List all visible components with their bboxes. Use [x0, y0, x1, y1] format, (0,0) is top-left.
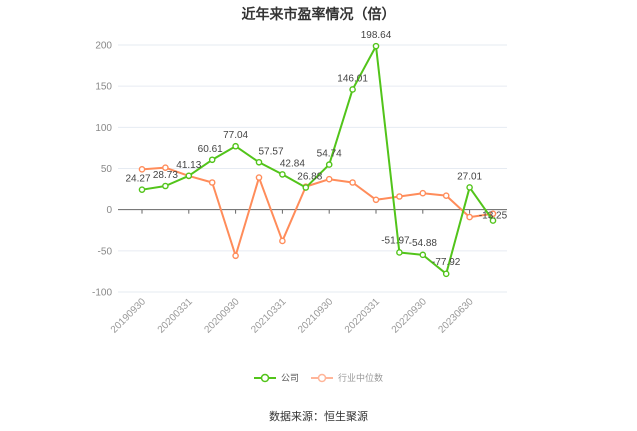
data-point[interactable] — [162, 164, 169, 171]
data-point[interactable] — [208, 156, 216, 164]
data-label: 41.13 — [176, 160, 201, 171]
data-point[interactable] — [466, 213, 473, 221]
legend-line-circle-icon — [311, 373, 333, 382]
data-point[interactable] — [442, 270, 450, 278]
data-point[interactable] — [232, 142, 239, 150]
data-point[interactable] — [442, 192, 450, 199]
data-point[interactable] — [419, 189, 427, 197]
data-point[interactable] — [162, 182, 169, 190]
x-tick-label: 20210930 — [296, 296, 336, 336]
y-tick-label: 0 — [106, 205, 112, 216]
x-tick-label: 20230630 — [436, 296, 476, 336]
data-label: 26.88 — [297, 172, 322, 183]
y-tick-label: 150 — [95, 82, 112, 93]
legend-line-circle-icon — [253, 373, 276, 382]
data-point[interactable] — [208, 179, 216, 186]
data-point[interactable] — [255, 174, 263, 181]
data-label: -54.88 — [409, 238, 438, 249]
legend-label: 公司 — [280, 373, 299, 383]
legend-item-company[interactable]: 公司 — [253, 371, 299, 384]
data-label: -77.92 — [432, 257, 461, 268]
data-point[interactable] — [185, 172, 193, 180]
y-tick-label: 50 — [101, 164, 113, 175]
data-point[interactable] — [302, 184, 310, 191]
legend: 公司 行业中位数 — [0, 371, 637, 384]
company-line — [141, 45, 494, 275]
data-point[interactable] — [396, 249, 403, 256]
grid-lines — [118, 44, 507, 293]
data-point[interactable] — [372, 196, 380, 204]
data-label: 198.64 — [361, 30, 392, 41]
industry-median-line — [141, 166, 494, 257]
y-tick-label: -50 — [98, 246, 113, 257]
data-label: 27.01 — [457, 171, 482, 182]
data-point[interactable] — [138, 166, 146, 173]
data-point[interactable] — [466, 184, 473, 191]
data-point[interactable] — [489, 217, 497, 224]
y-tick-label: 100 — [95, 123, 112, 134]
x-tick-label: 20200930 — [202, 296, 242, 336]
data-point[interactable] — [372, 42, 380, 50]
data-point[interactable] — [396, 193, 403, 200]
data-point[interactable] — [325, 161, 333, 168]
data-point[interactable] — [349, 179, 356, 186]
data-point[interactable] — [349, 86, 356, 93]
data-label: 77.04 — [223, 130, 248, 141]
data-label: 28.73 — [153, 170, 178, 181]
data-point[interactable] — [138, 186, 146, 193]
chart-title: 近年来市盈率情况（倍） — [241, 6, 396, 22]
data-point[interactable] — [279, 171, 286, 178]
legend-label: 行业中位数 — [338, 373, 384, 383]
series-lines — [138, 42, 497, 278]
y-tick-label: 200 — [95, 41, 112, 52]
data-point[interactable] — [232, 252, 239, 260]
data-label: -51.97 — [381, 235, 410, 246]
data-point[interactable] — [279, 237, 286, 245]
x-tick-label: 20190930 — [109, 296, 149, 336]
data-label: 54.74 — [317, 149, 342, 160]
legend-item-industry-median[interactable]: 行业中位数 — [311, 371, 383, 384]
y-tick-label: -100 — [92, 288, 112, 299]
data-point[interactable] — [419, 251, 427, 259]
data-label: -13.25 — [479, 211, 508, 222]
x-tick-label: 20200331 — [156, 296, 196, 336]
data-label: 24.27 — [125, 174, 150, 185]
data-point[interactable] — [325, 175, 333, 183]
data-point[interactable] — [489, 210, 497, 218]
x-tick-label: 20220930 — [390, 296, 430, 336]
data-label: 60.61 — [198, 144, 223, 155]
x-tick-label: 20210331 — [249, 296, 289, 336]
data-source: 数据来源：恒生聚源 — [269, 411, 368, 423]
data-label: 57.57 — [258, 146, 283, 157]
data-label: 42.84 — [280, 158, 305, 169]
x-tick-label: 20220331 — [343, 296, 383, 336]
y-axis: 200 150 100 50 0 -50 -100 — [92, 41, 112, 299]
data-label: 146.01 — [337, 73, 368, 84]
data-point[interactable] — [255, 158, 263, 166]
